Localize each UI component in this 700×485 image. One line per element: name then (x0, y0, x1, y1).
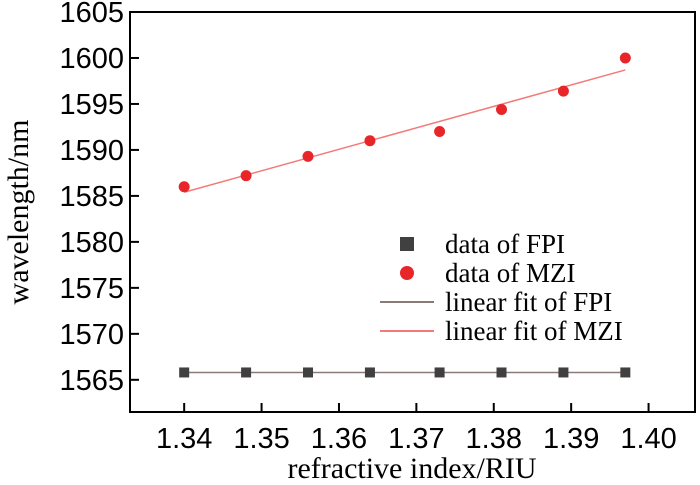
legend-symbol (400, 266, 414, 280)
y-tick-label: 1580 (59, 227, 124, 259)
plot-frame (129, 11, 696, 413)
series-line (183, 69, 626, 193)
x-axis-label: refractive index/RIU (287, 452, 536, 485)
legend-symbol (400, 237, 414, 251)
data-point (620, 367, 631, 378)
x-tick-label: 1.38 (466, 423, 522, 455)
data-point (179, 367, 190, 378)
y-tick-label: 1575 (59, 273, 124, 305)
x-tick-label: 1.39 (543, 423, 599, 455)
legend-label: linear fit of FPI (445, 287, 612, 317)
y-tick-label: 1590 (59, 135, 124, 167)
x-tick-label: 1.36 (311, 423, 367, 455)
legend-label: data of MZI (445, 258, 575, 288)
y-tick-label: 1600 (59, 43, 124, 75)
y-tick-label: 1595 (59, 89, 124, 121)
legend-label: linear fit of MZI (445, 316, 623, 346)
data-point (434, 126, 446, 138)
legend-label: data of FPI (445, 229, 565, 259)
data-point (178, 181, 190, 193)
x-tick-label: 1.40 (620, 423, 676, 455)
data-point (558, 367, 569, 378)
data-point (619, 52, 631, 64)
x-tick-label: 1.37 (388, 423, 444, 455)
y-tick-label: 1585 (59, 181, 124, 213)
data-point (241, 367, 252, 378)
y-tick-label: 1570 (59, 319, 124, 351)
axis-ticks: 1.34 1.35 1.36 1.37 1.38 1.39 1.40 1565 1570 1575… (59, 0, 676, 455)
data-point (303, 367, 314, 378)
data-point (364, 367, 375, 378)
data-point (434, 367, 445, 378)
data-point (496, 103, 508, 115)
data-point (364, 135, 376, 147)
data-point (302, 150, 314, 162)
x-tick-label: 1.34 (156, 423, 212, 455)
chart-marks (178, 52, 631, 378)
data-point (557, 85, 569, 97)
data-point (240, 170, 252, 182)
y-tick-label: 1565 (59, 365, 124, 397)
x-tick-label: 1.35 (233, 423, 289, 455)
y-tick-label: 1605 (59, 0, 124, 29)
data-point (496, 367, 507, 378)
y-axis-label: wavelength/nm (2, 120, 35, 305)
